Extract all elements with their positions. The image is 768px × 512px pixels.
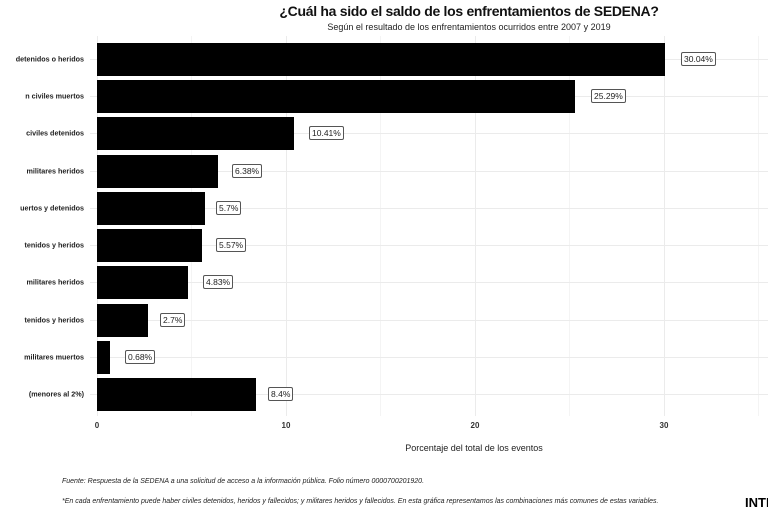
category-label: civiles detenidos — [26, 128, 84, 138]
gridline-row — [90, 133, 768, 134]
gridline-10 — [286, 36, 287, 416]
gridline-row — [90, 208, 768, 209]
value-label: 6.38% — [232, 164, 263, 178]
bar-9 — [97, 378, 256, 411]
source-note: Fuente: Respuesta de la SEDENA a una sol… — [62, 478, 425, 485]
gridline-row — [90, 394, 768, 395]
bar-3 — [97, 155, 218, 188]
bar-4 — [97, 192, 205, 225]
value-label: 10.41% — [309, 126, 344, 140]
category-label: (menores al 2%) — [28, 389, 84, 399]
value-label: 25.29% — [591, 89, 626, 103]
gridline-row — [90, 282, 768, 283]
footnote: *En cada enfrentamiento puede haber civi… — [62, 498, 659, 505]
gridline-30 — [664, 36, 665, 416]
bar-0 — [97, 43, 665, 76]
category-label: tenidos y heridos — [24, 315, 84, 325]
value-label: 4.83% — [203, 275, 234, 289]
bar-2 — [97, 117, 294, 150]
x-tick-label: 20 — [470, 421, 480, 430]
gridline-25 — [569, 36, 570, 416]
value-label: 30.04% — [681, 52, 716, 66]
category-label: detenidos o heridos — [15, 54, 84, 64]
bar-1 — [97, 80, 575, 113]
value-label: 5.7% — [216, 201, 242, 215]
category-label: uertos y detenidos — [20, 203, 84, 213]
category-label: militares muertos — [24, 352, 84, 362]
bar-8 — [97, 341, 110, 374]
gridline-row — [90, 357, 768, 358]
category-label: militares heridos — [26, 277, 84, 287]
chart-subtitle: Según el resultado de los enfrentamiento… — [327, 22, 611, 32]
gridline-0 — [97, 36, 98, 416]
x-tick-label: 0 — [94, 421, 100, 430]
gridline-row — [90, 171, 768, 172]
value-label: 2.7% — [160, 313, 186, 327]
value-label: 5.57% — [216, 238, 247, 252]
gridline-row — [90, 245, 768, 246]
gridline-5 — [191, 36, 192, 416]
value-label: 0.68% — [125, 350, 156, 364]
gridline-row — [90, 320, 768, 321]
gridline-35 — [758, 36, 759, 416]
category-label: n civiles muertos — [25, 91, 84, 101]
bar-7 — [97, 304, 148, 337]
category-label: militares heridos — [26, 166, 84, 176]
value-label: 8.4% — [268, 387, 294, 401]
category-label: tenidos y heridos — [24, 240, 84, 250]
gridline-15 — [380, 36, 381, 416]
publisher-logo: INTI — [745, 495, 768, 510]
x-axis-label: Porcentaje del total de los eventos — [405, 443, 543, 453]
bar-5 — [97, 229, 202, 262]
x-tick-label: 10 — [281, 421, 291, 430]
plot-area: detenidos o heridos n civiles muertos ci… — [0, 36, 768, 416]
chart-title: ¿Cuál ha sido el saldo de los enfrentami… — [279, 3, 659, 19]
bar-6 — [97, 266, 188, 299]
x-tick-label: 30 — [659, 421, 669, 430]
gridline-20 — [475, 36, 476, 416]
